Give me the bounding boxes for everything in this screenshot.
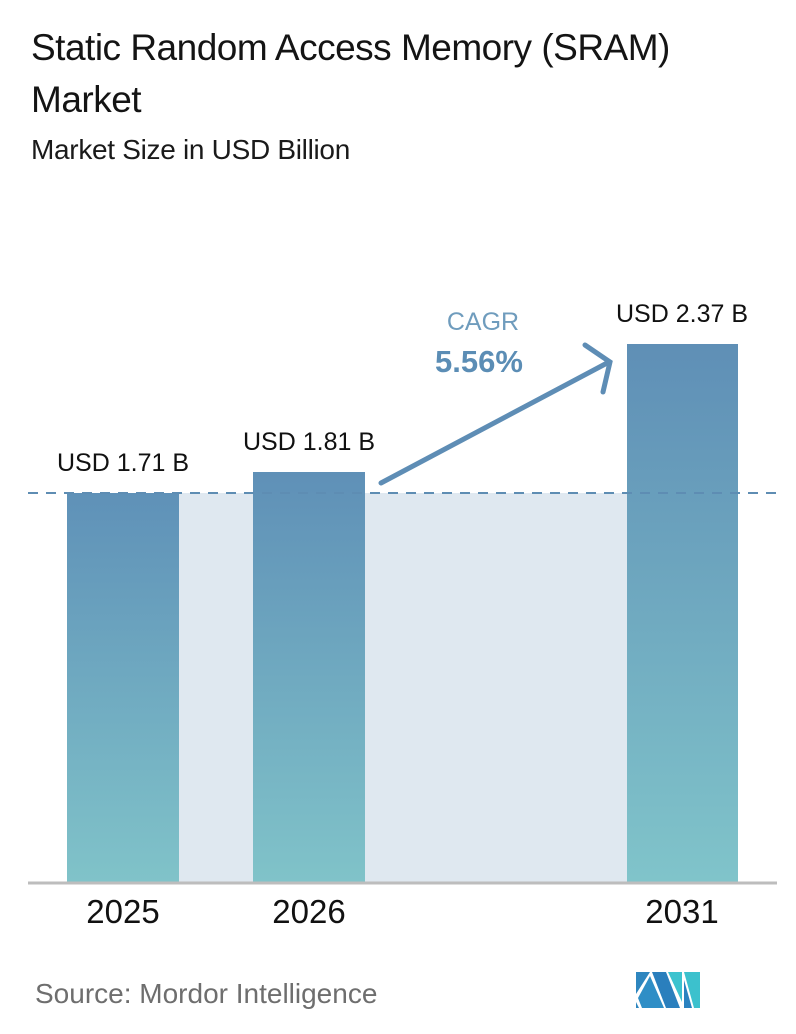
x-tick-2031: 2031 [645,893,719,930]
cagr-value: 5.56% [435,344,523,379]
bar-2026 [253,472,365,882]
chart-subtitle: Market Size in USD Billion [31,134,350,165]
bar-label-2025: USD 1.71 B [56,449,190,477]
bar-label-2026: USD 1.81 B [242,428,376,456]
x-tick-2026: 2026 [272,893,346,930]
x-tick-2025: 2025 [86,893,160,930]
cagr-arrow-icon [378,342,613,486]
bar-2031 [627,344,738,882]
source-note: Source: Mordor Intelligence [35,978,378,1009]
chart-title: Static Random Access Memory (SRAM) Marke… [31,27,670,120]
mordor-intelligence-logo-icon [636,972,700,1008]
cagr-label: CAGR [446,308,520,336]
bar-label-2031: USD 2.37 B [615,300,749,328]
bar-2025 [67,493,179,882]
reference-fill-band [179,493,627,882]
